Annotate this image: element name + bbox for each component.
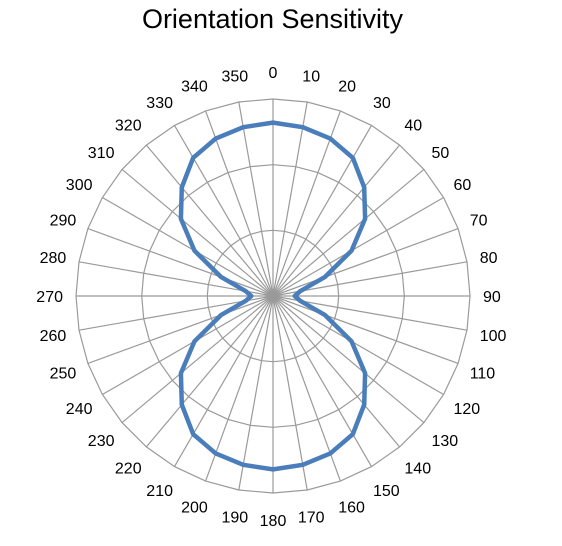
tick-label-230: 230	[88, 433, 115, 450]
tick-label-190: 190	[221, 510, 248, 527]
spoke-70	[272, 228, 459, 297]
spoke-130	[272, 295, 425, 424]
tick-label-270: 270	[36, 289, 63, 306]
spoke-300	[102, 196, 274, 297]
series-line-0	[178, 120, 368, 472]
tick-label-110: 110	[470, 366, 496, 383]
tick-label-300: 300	[66, 177, 93, 194]
spoke-110	[272, 295, 459, 364]
tick-label-200: 200	[181, 500, 208, 517]
tick-label-80: 80	[480, 250, 498, 267]
spoke-30	[272, 125, 373, 297]
tick-label-240: 240	[66, 401, 93, 418]
spoke-40	[272, 144, 401, 297]
series-layer	[178, 120, 368, 472]
spoke-160	[272, 295, 341, 482]
spoke-290	[87, 228, 274, 297]
tick-label-260: 260	[40, 328, 67, 345]
tick-label-170: 170	[298, 510, 325, 527]
spoke-250	[87, 295, 274, 364]
tick-label-90: 90	[483, 289, 501, 306]
spoke-190	[238, 295, 274, 491]
tick-label-60: 60	[454, 177, 472, 194]
tick-label-280: 280	[40, 250, 67, 267]
spoke-210	[173, 295, 274, 467]
spoke-330	[173, 125, 274, 297]
spoke-10	[272, 101, 308, 297]
tick-label-220: 220	[115, 461, 142, 478]
spoke-230	[121, 295, 274, 424]
tick-label-120: 120	[454, 401, 481, 418]
tick-label-350: 350	[221, 68, 248, 85]
spoke-140	[272, 295, 401, 448]
spoke-200	[205, 295, 274, 482]
tick-label-10: 10	[302, 68, 320, 85]
tick-label-250: 250	[50, 366, 77, 383]
spoke-220	[145, 295, 274, 448]
grid	[75, 98, 471, 494]
tick-label-130: 130	[432, 433, 459, 450]
spoke-150	[272, 295, 373, 467]
spoke-50	[272, 168, 425, 297]
spoke-320	[145, 144, 274, 297]
spoke-310	[121, 168, 274, 297]
spoke-240	[102, 295, 274, 396]
tick-label-180: 180	[260, 513, 287, 530]
tick-label-30: 30	[373, 95, 391, 112]
tick-label-310: 310	[88, 145, 115, 162]
tick-label-340: 340	[181, 79, 208, 96]
spoke-170	[272, 295, 308, 491]
tick-label-160: 160	[338, 500, 365, 517]
tick-label-20: 20	[338, 79, 356, 96]
tick-label-320: 320	[115, 117, 142, 134]
tick-label-50: 50	[432, 145, 450, 162]
spoke-60	[272, 196, 444, 297]
tick-label-100: 100	[480, 328, 507, 345]
tick-label-330: 330	[146, 95, 173, 112]
tick-label-140: 140	[404, 461, 431, 478]
tick-label-70: 70	[470, 212, 488, 229]
tick-label-290: 290	[50, 212, 77, 229]
tick-label-0: 0	[269, 65, 278, 82]
tick-label-150: 150	[373, 483, 400, 500]
tick-label-40: 40	[404, 117, 422, 134]
spoke-340	[205, 110, 274, 297]
spoke-20	[272, 110, 341, 297]
spoke-120	[272, 295, 444, 396]
spoke-350	[238, 101, 274, 297]
chart-title: Orientation Sensitivity	[141, 4, 404, 34]
tick-label-210: 210	[146, 483, 173, 500]
